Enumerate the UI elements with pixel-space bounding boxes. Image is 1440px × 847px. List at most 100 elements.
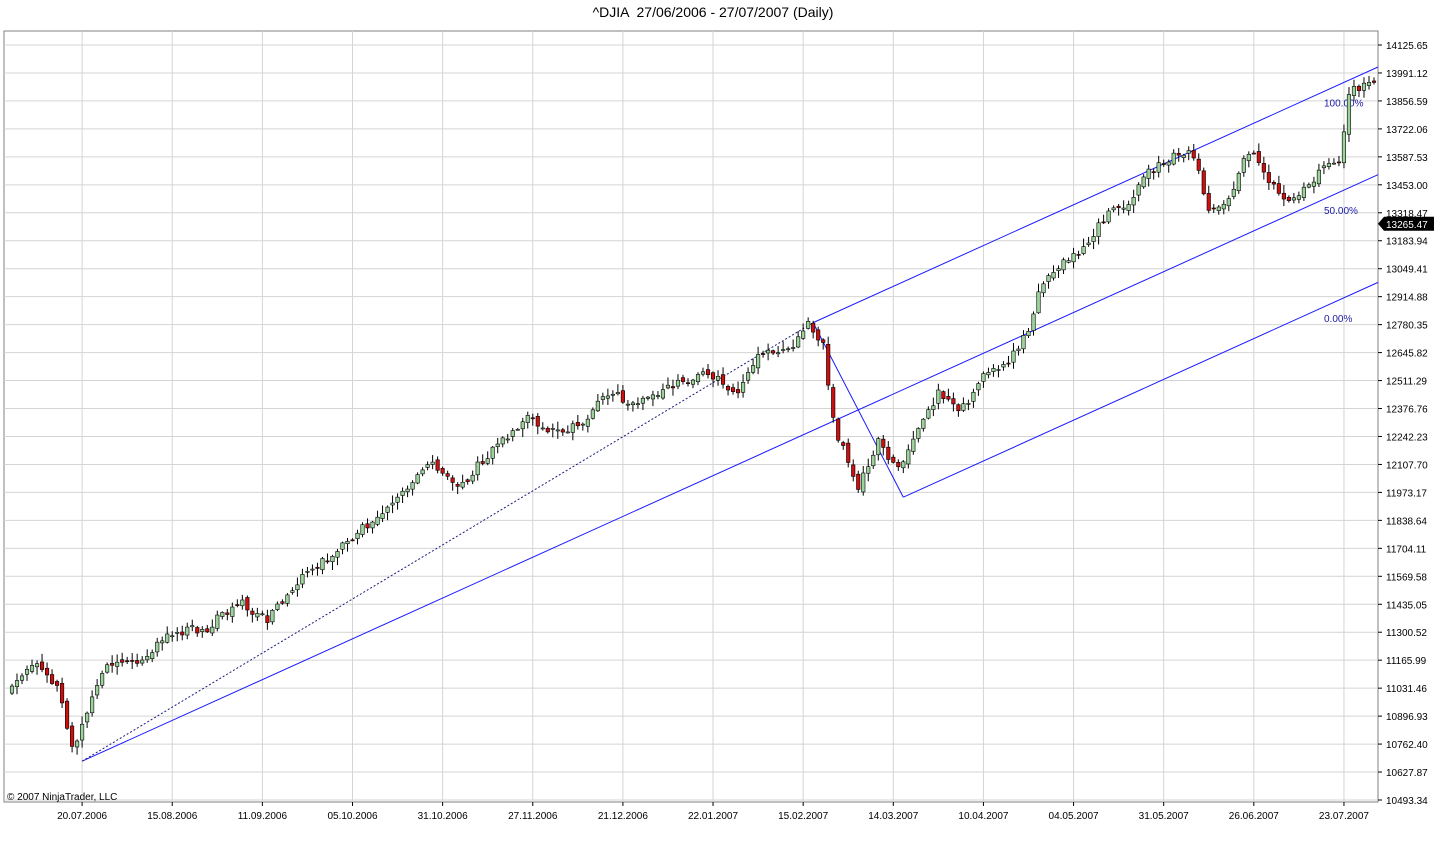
candle-body [906,449,911,465]
copyright-text: © 2007 NinjaTrader, LLC [7,792,117,803]
candle-body [1311,181,1316,187]
candle-body [460,481,465,488]
candle-body [1321,165,1326,169]
y-axis: 14125.65 13991.12 13856.59 13722.06 13587.53… [1378,41,1428,807]
candle-body [150,652,155,660]
candle-body [340,542,345,550]
last-price-marker: 13265.47 [1378,216,1434,231]
candle-body [1016,348,1021,352]
candle-body [345,541,350,545]
fib-label: 50.00% [1324,206,1358,217]
candle-body [1006,362,1011,365]
candle-body [821,339,826,343]
y-tick-label: 10896.93 [1386,712,1428,723]
candle-body [85,712,90,723]
candle-body [1346,94,1352,135]
candle-body [1121,207,1126,210]
candle-body [325,560,330,563]
candle-body [1351,86,1357,96]
candle-body [450,477,455,483]
candle-body [1226,198,1231,207]
candle-body [776,352,781,355]
y-tick-label: 13587.53 [1386,153,1428,164]
candle-body [475,461,480,476]
y-tick-label: 11031.46 [1386,684,1427,695]
candle-body [690,379,696,385]
candle-body [405,488,410,493]
candle-body [235,604,240,606]
candle-body [941,391,946,399]
candle-body [360,524,365,535]
x-tick-label: 11.09.2006 [238,811,288,822]
candle-body [555,429,560,432]
candle-body [70,725,75,747]
candle-body [891,456,896,463]
candle-body [44,667,50,676]
candle-body [781,349,786,351]
candle-body [731,387,736,392]
candle-body [540,427,545,430]
candle-body [525,415,530,423]
candle-body [280,601,285,604]
candle-body [1231,188,1236,197]
y-tick-label: 10493.34 [1386,796,1428,807]
candle-body [320,558,325,571]
candle-body [896,461,901,468]
candle-body [380,513,385,519]
y-tick-label: 13991.12 [1386,69,1428,80]
candle-body [1296,195,1301,200]
candle-body [700,371,706,375]
candle-body [1216,206,1221,211]
candle-body [410,482,415,490]
candle-body [1366,81,1372,86]
candle-body [295,584,300,591]
candle-body [1221,203,1226,210]
candle-body [991,368,996,372]
candle-body [1341,131,1347,164]
candle-body [245,597,250,611]
x-tick-label: 10.04.2007 [958,811,1008,822]
pitchfork-drawing[interactable]: 100.00% 50.00% 0.00% [81,66,1379,762]
candle-body [665,384,671,389]
candle-body [921,418,926,429]
candle-body [1081,246,1086,254]
candle-body [195,627,200,634]
y-tick-label: 13049.41 [1386,265,1428,276]
y-tick-label: 12376.76 [1386,405,1428,416]
candle-body [430,461,435,465]
candle-body [515,428,520,431]
y-tick-label: 13453.00 [1386,181,1428,192]
candle-body [705,369,711,376]
candle-body [14,680,20,687]
candle-body [1041,283,1046,294]
y-tick-label: 10627.87 [1386,768,1428,779]
candle-body [220,612,225,617]
candle-body [1256,151,1261,163]
candle-body [500,437,505,445]
candle-body [1271,181,1276,185]
candle-body [80,723,85,741]
candle-body [1096,222,1101,237]
pitchfork-median-line [81,174,1379,762]
y-tick-label: 11435.05 [1386,600,1427,611]
y-tick-label: 11704.11 [1386,544,1427,555]
candle-body [570,423,575,433]
candle-body [826,343,831,386]
candle-body [425,464,430,468]
candle-body [1201,170,1206,195]
candle-body [685,382,691,385]
candle-body [861,472,866,493]
candle-body [260,613,265,616]
candle-body [1091,236,1096,242]
candle-body [190,625,195,628]
candle-body [670,386,676,389]
candle-body [640,397,645,404]
candle-body [1276,183,1281,194]
candle-body [1371,80,1377,83]
candle-body [465,479,470,482]
x-tick-label: 20.07.2006 [57,811,107,822]
y-tick-label: 11165.99 [1386,656,1427,667]
candle-body [1291,197,1296,201]
candle-body [736,389,741,394]
